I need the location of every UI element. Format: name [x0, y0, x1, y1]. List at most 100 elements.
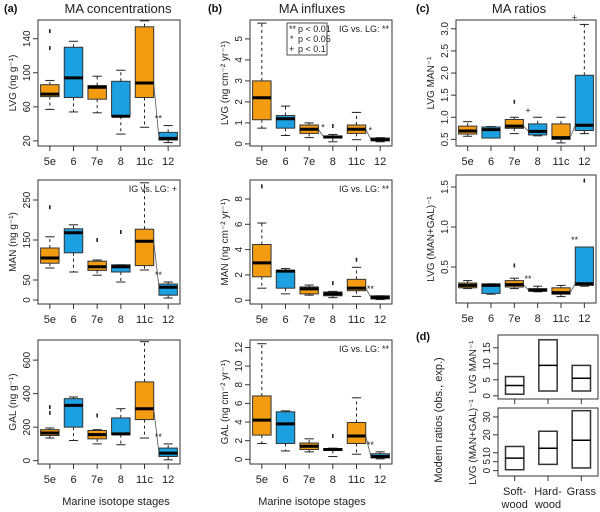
box-7e — [299, 122, 319, 139]
y-tick-label: 1 — [234, 120, 245, 126]
y-tick-label: 2 — [234, 437, 245, 443]
box-iqr — [134, 26, 155, 98]
group-comparison-annotation: IG vs. LG: ** — [339, 344, 390, 354]
box-5e — [40, 405, 60, 439]
plot-frame — [497, 334, 599, 400]
x-tick-label: 5e — [44, 474, 56, 486]
plot-frame — [249, 19, 393, 147]
x-tick-label: 8 — [118, 314, 124, 326]
significance-connector — [365, 435, 372, 457]
box-5e — [252, 184, 272, 289]
y-tick-label: 1.0 — [440, 220, 451, 234]
x-tick-label: 11c — [553, 313, 570, 325]
group-comparison-annotation: IG vs. LG: ** — [339, 24, 390, 34]
x-tick-label: 8 — [330, 474, 336, 486]
box-5e — [252, 22, 272, 129]
plot-frame — [455, 19, 597, 147]
y-tick-label: 400 — [22, 385, 33, 402]
significance-connector — [153, 408, 160, 454]
y-axis-label: GAL (ng cm⁻² yr⁻¹) — [220, 360, 231, 445]
box-7e — [299, 438, 319, 453]
y-tick-label: 1.0 — [440, 110, 451, 124]
box-iqr — [551, 123, 571, 140]
legend-symbol-2: + — [289, 44, 294, 54]
box-8 — [528, 285, 548, 293]
x-tick-label: 12 — [578, 313, 590, 325]
significance-connector — [318, 128, 324, 138]
box-8 — [323, 281, 343, 299]
box-iqr — [551, 287, 571, 295]
y-tick-label: 4 — [234, 246, 245, 252]
x-tick-label: 5e — [256, 156, 268, 168]
box-6 — [63, 396, 84, 442]
box-iqr — [574, 74, 594, 132]
y-tick-label: 5 — [482, 458, 493, 464]
box-11c — [346, 111, 367, 141]
x-tick-label: 6 — [282, 156, 288, 168]
y-tick-label: 10 — [482, 358, 493, 370]
legend-frame — [286, 22, 328, 56]
x-tick-label: 6 — [282, 314, 288, 326]
column-title-ratios: MA ratios — [492, 1, 547, 16]
x-tick-label: 12 — [374, 156, 386, 168]
box-8 — [323, 124, 343, 143]
box-iqr — [63, 228, 84, 254]
x-tick-label: 8 — [535, 156, 541, 168]
significance-connector — [153, 82, 160, 139]
column-title-influxes: MA influxes — [279, 1, 346, 16]
panel-letter-d: (d) — [416, 331, 430, 343]
x-tick-label: wood — [501, 499, 528, 511]
modern-ratios-ylabel: Modern ratios (obs., exp.) — [433, 357, 445, 482]
box-iqr — [571, 409, 592, 469]
box-iqr — [40, 247, 60, 264]
x-tick-label: 7e — [303, 156, 315, 168]
y-tick-label: 15 — [482, 342, 493, 354]
plot-frame — [249, 339, 393, 465]
box-iqr — [40, 84, 60, 98]
legend-label-2: p < 0.1 — [298, 44, 326, 54]
box-Soft-wood — [504, 445, 525, 471]
box-7e — [299, 284, 319, 296]
significance-connector — [569, 125, 576, 138]
x-tick-label: 11c — [553, 156, 570, 168]
y-tick-label: 0.5 — [440, 260, 451, 274]
box-iqr — [481, 126, 501, 139]
x-tick-label: 6 — [488, 313, 494, 325]
x-tick-label: 6 — [488, 156, 494, 168]
x-tick-label: 5e — [256, 314, 268, 326]
y-tick-label: 1.5 — [440, 180, 451, 194]
box-6 — [63, 224, 84, 273]
significance-marker: + — [525, 105, 530, 115]
x-tick-label: 12 — [162, 156, 174, 168]
y-axis-label: MAN (ng cm⁻² yr⁻¹) — [220, 198, 231, 285]
box-iqr — [252, 80, 272, 121]
box-iqr — [111, 264, 131, 273]
box-5e — [458, 121, 478, 137]
x-tick-label: 8 — [535, 313, 541, 325]
y-axis-label: LVG (MAN+GAL)⁻¹ — [468, 399, 479, 485]
box-8 — [323, 434, 343, 458]
box-6 — [275, 268, 296, 295]
x-tick-label: 7e — [508, 313, 520, 325]
x-tick-label: 12 — [578, 156, 590, 168]
box-iqr — [481, 283, 501, 294]
x-tick-label: 12 — [374, 474, 386, 486]
y-tick-label: 0.5 — [440, 132, 451, 146]
box-12 — [158, 125, 178, 144]
x-tick-label: 8 — [330, 314, 336, 326]
y-axis-label: LVG (MAN+GAL)⁻¹ — [426, 196, 437, 282]
significance-connector — [365, 129, 372, 140]
y-tick-label: 5 — [482, 377, 493, 383]
y-tick-label: 60 — [22, 101, 33, 113]
x-tick-label: 6 — [70, 474, 76, 486]
legend-symbol-0: ** — [289, 24, 297, 34]
box-Soft-wood — [504, 375, 525, 395]
x-tick-label: 7e — [91, 474, 103, 486]
x-tick-label: 6 — [70, 314, 76, 326]
y-tick-label: 2.0 — [440, 66, 451, 80]
